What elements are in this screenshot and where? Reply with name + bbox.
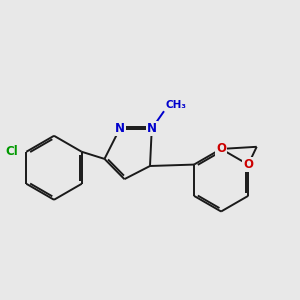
Text: O: O (216, 142, 226, 155)
Text: N: N (115, 122, 125, 135)
Text: Cl: Cl (6, 145, 19, 158)
Text: N: N (147, 122, 157, 135)
Text: CH₃: CH₃ (166, 100, 187, 110)
Text: O: O (243, 158, 253, 171)
